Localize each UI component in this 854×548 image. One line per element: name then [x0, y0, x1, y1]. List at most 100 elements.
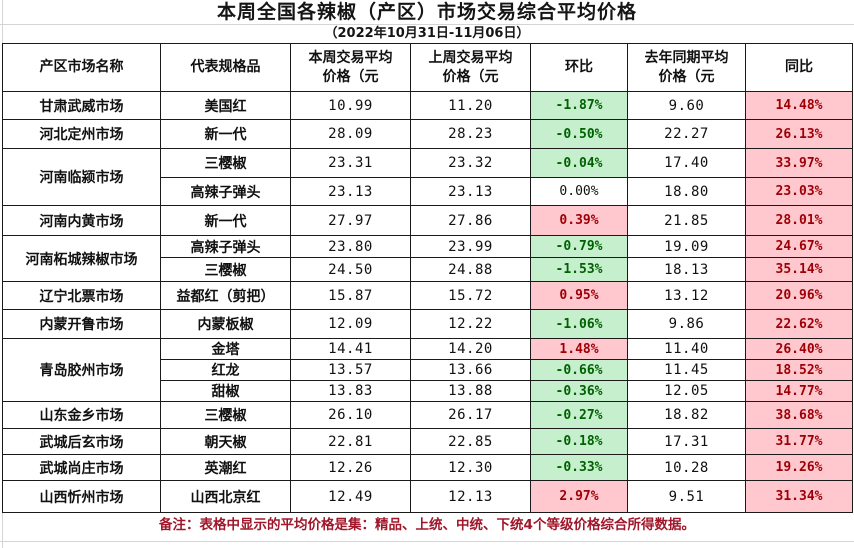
- yoy-change: 20.96%: [745, 281, 853, 310]
- table-row: 高辣子弹头 23.13 23.13 0.00% 18.80 23.03%: [3, 177, 853, 206]
- this-week-price: 12.09: [290, 309, 411, 339]
- yoy-change: 18.52%: [745, 359, 853, 381]
- variety: 山西北京红: [160, 480, 291, 513]
- table-header-row: 产区市场名称 代表规格品 本周交易平均 价格（元 上周交易平均 价格（元 环比 去年…: [2, 43, 853, 92]
- table-row: 河南内黄市场 新一代 27.97 27.86 0.39% 21.85 28.01…: [2, 205, 853, 236]
- last-year-price: 13.12: [627, 281, 746, 310]
- last-year-price: 11.45: [627, 359, 746, 381]
- col-header-yoy: 同比: [745, 43, 853, 92]
- last-week-price: 26.17: [410, 401, 531, 429]
- wow-change: -0.66%: [530, 359, 628, 381]
- yoy-change: 24.67%: [745, 235, 853, 258]
- last-year-price: 21.85: [627, 205, 746, 236]
- this-week-price: 13.83: [290, 380, 411, 402]
- market-name: 辽宁北票市场: [2, 281, 161, 310]
- this-week-price: 27.97: [290, 205, 411, 236]
- last-week-price: 12.13: [410, 480, 531, 513]
- yoy-change: 14.77%: [745, 380, 853, 402]
- yoy-change: 38.68%: [745, 401, 853, 429]
- this-week-price: 12.26: [290, 454, 411, 481]
- variety: 红龙: [160, 359, 291, 381]
- market-name: 内蒙开鲁市场: [2, 309, 161, 339]
- last-year-price: 17.40: [627, 148, 746, 178]
- last-week-price: 12.30: [410, 454, 531, 481]
- variety: 三樱椒: [160, 401, 291, 429]
- table-row: 河南临颍市场 三樱椒 23.31 23.32 -0.04% 17.40 33.9…: [2, 148, 853, 206]
- wow-change: -1.06%: [530, 309, 628, 339]
- last-week-price: 23.13: [410, 177, 531, 206]
- table-row: 甜椒 13.83 13.88 -0.36% 12.05 14.77%: [3, 380, 853, 402]
- last-year-price: 10.28: [627, 454, 746, 481]
- market-name: 河南柘城辣椒市场: [2, 235, 161, 282]
- this-week-price: 23.13: [290, 177, 411, 206]
- market-name: 河南内黄市场: [2, 205, 161, 236]
- col-header-wow: 环比: [530, 43, 628, 92]
- variety: 高辣子弹头: [160, 177, 291, 206]
- market-name: 山西忻州市场: [2, 480, 161, 513]
- last-week-price: 15.72: [410, 281, 531, 310]
- last-week-price: 28.23: [410, 119, 531, 149]
- market-name: 青岛胶州市场: [2, 338, 161, 402]
- wow-change: -0.79%: [530, 235, 628, 258]
- wow-change: 2.97%: [530, 480, 628, 513]
- table-row: 山东金乡市场 三樱椒 26.10 26.17 -0.27% 18.82 38.6…: [2, 401, 853, 429]
- last-year-price: 17.31: [627, 428, 746, 455]
- market-name: 武城尚庄市场: [2, 454, 161, 481]
- yoy-change: 23.03%: [745, 177, 853, 206]
- variety: 内蒙板椒: [160, 309, 291, 339]
- this-week-price: 23.31: [290, 148, 411, 178]
- wow-change: -0.33%: [530, 454, 628, 481]
- last-year-price: 12.05: [627, 380, 746, 402]
- table-row: 武城尚庄市场 英潮红 12.26 12.30 -0.33% 10.28 19.2…: [2, 454, 853, 481]
- yoy-change: 28.01%: [745, 205, 853, 236]
- last-week-price: 13.66: [410, 359, 531, 381]
- table-row: 辽宁北票市场 益都红（剪把） 15.87 15.72 0.95% 13.12 2…: [2, 281, 853, 310]
- wow-change: 0.39%: [530, 205, 628, 236]
- variety: 高辣子弹头: [160, 235, 291, 258]
- variety: 美国红: [160, 91, 291, 120]
- variety: 新一代: [160, 205, 291, 236]
- last-year-price: 18.80: [627, 177, 746, 206]
- wow-change: -1.87%: [530, 91, 628, 120]
- last-week-price: 23.99: [410, 235, 531, 258]
- variety: 金塔: [160, 338, 291, 360]
- last-week-price: 11.20: [410, 91, 531, 120]
- market-name: 河北定州市场: [2, 119, 161, 149]
- col-header-last-year: 去年同期平均 价格（元: [627, 43, 746, 92]
- this-week-price: 10.99: [290, 91, 411, 120]
- col-header-this-week: 本周交易平均 价格（元: [290, 43, 411, 92]
- last-week-price: 24.88: [410, 257, 531, 282]
- last-week-price: 23.32: [410, 148, 531, 178]
- market-name: 甘肃武威市场: [2, 91, 161, 120]
- market-name: 河南临颍市场: [2, 148, 161, 206]
- table-row: 青岛胶州市场 金塔 14.41 14.20 1.48% 11.40 26.40%: [2, 338, 853, 402]
- table-row: 河南柘城辣椒市场 高辣子弹头 23.80 23.99 -0.79% 19.09 …: [2, 235, 853, 282]
- this-week-price: 15.87: [290, 281, 411, 310]
- footnote: 备注：表格中显示的平均价格是集：精品、上统、中统、下统4个等级价格综合所得数据。: [159, 517, 695, 533]
- last-week-price: 12.22: [410, 309, 531, 339]
- last-year-price: 9.51: [627, 480, 746, 513]
- yoy-change: 14.48%: [745, 91, 853, 120]
- wow-change: 1.48%: [530, 338, 628, 360]
- wow-change: -0.36%: [530, 380, 628, 402]
- wow-change: 0.95%: [530, 281, 628, 310]
- variety: 益都红（剪把）: [160, 281, 291, 310]
- table-row: 山西忻州市场 山西北京红 12.49 12.13 2.97% 9.51 31.3…: [2, 480, 853, 513]
- last-year-price: 18.13: [627, 257, 746, 282]
- last-week-price: 27.86: [410, 205, 531, 236]
- this-week-price: 13.57: [290, 359, 411, 381]
- yoy-change: 35.14%: [745, 257, 853, 282]
- variety: 朝天椒: [160, 428, 291, 455]
- last-year-price: 22.27: [627, 119, 746, 149]
- this-week-price: 22.81: [290, 428, 411, 455]
- table-row: 河北定州市场 新一代 28.09 28.23 -0.50% 22.27 26.1…: [2, 119, 853, 149]
- col-header-market: 产区市场名称: [2, 43, 161, 92]
- last-year-price: 9.60: [627, 91, 746, 120]
- last-week-price: 22.85: [410, 428, 531, 455]
- yoy-change: 26.40%: [745, 338, 853, 360]
- wow-change: -0.50%: [530, 119, 628, 149]
- yoy-change: 31.34%: [745, 480, 853, 513]
- variety: 英潮红: [160, 454, 291, 481]
- last-year-price: 9.86: [627, 309, 746, 339]
- this-week-price: 24.50: [290, 257, 411, 282]
